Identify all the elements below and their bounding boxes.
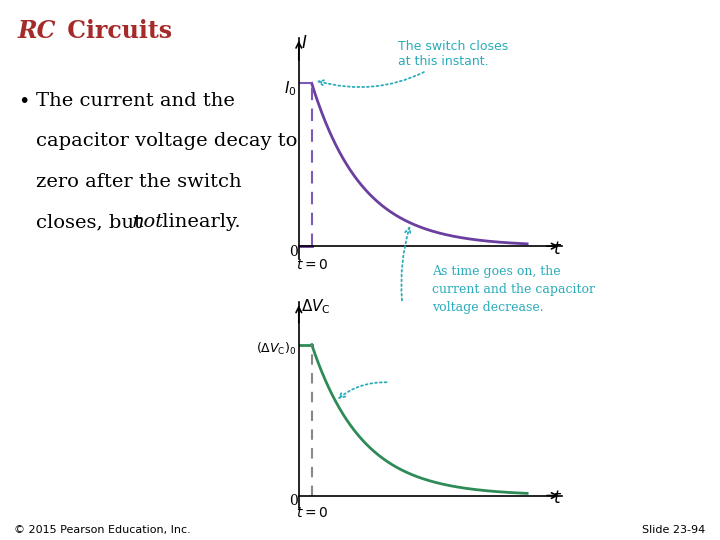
Text: 0: 0: [289, 494, 298, 508]
Text: Circuits: Circuits: [59, 19, 172, 43]
Text: zero after the switch: zero after the switch: [36, 173, 242, 191]
Text: $I_0$: $I_0$: [284, 79, 297, 98]
Text: Slide 23-94: Slide 23-94: [642, 524, 706, 535]
Text: $(\Delta V_\mathrm{C})_0$: $(\Delta V_\mathrm{C})_0$: [256, 341, 297, 357]
Text: $t$: $t$: [553, 490, 562, 507]
Text: closes, but: closes, but: [36, 213, 148, 231]
Text: •: •: [18, 92, 30, 111]
Text: $t=0$: $t=0$: [296, 258, 328, 272]
Text: $I$: $I$: [301, 35, 307, 51]
Text: © 2015 Pearson Education, Inc.: © 2015 Pearson Education, Inc.: [14, 524, 191, 535]
Text: 0: 0: [289, 245, 298, 259]
Text: The switch closes
at this instant.: The switch closes at this instant.: [318, 40, 508, 87]
Text: $t=0$: $t=0$: [296, 505, 328, 519]
Text: not: not: [132, 213, 164, 231]
Text: $\Delta V_\mathrm{C}$: $\Delta V_\mathrm{C}$: [301, 298, 330, 316]
Text: As time goes on, the
current and the capacitor
voltage decrease.: As time goes on, the current and the cap…: [432, 265, 595, 314]
Text: capacitor voltage decay to: capacitor voltage decay to: [36, 132, 297, 150]
Text: $t$: $t$: [553, 241, 562, 258]
Text: linearly.: linearly.: [156, 213, 240, 231]
Text: RC: RC: [18, 19, 56, 43]
Text: The current and the: The current and the: [36, 92, 235, 110]
